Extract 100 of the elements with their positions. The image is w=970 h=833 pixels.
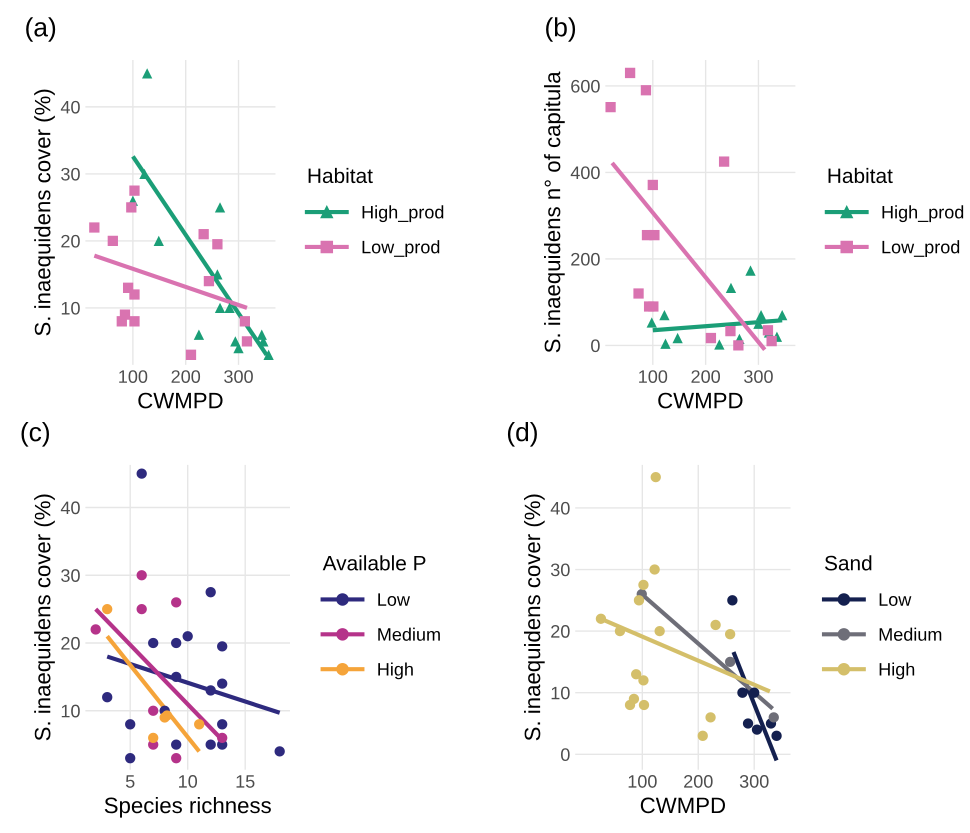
point	[752, 724, 762, 735]
point	[162, 710, 172, 721]
y-tick-label: 20	[551, 625, 570, 638]
point	[771, 730, 782, 741]
point	[217, 732, 228, 743]
point	[638, 700, 650, 710]
x-tick-label: 5	[126, 775, 134, 788]
y-tick-label: 40	[550, 502, 570, 515]
point	[206, 739, 216, 750]
point	[659, 310, 670, 320]
y-tick-label: 10	[552, 686, 570, 700]
point	[90, 624, 101, 635]
point	[148, 638, 158, 648]
point	[217, 641, 228, 652]
point	[633, 288, 644, 299]
y-axis-title: S. inaequidens cover (%)	[34, 494, 55, 740]
y-tick-label: 400	[570, 166, 600, 180]
x-axis-title: CWMPD	[138, 392, 223, 408]
x-axis-title: CWMPD	[640, 798, 726, 814]
x-tick-label: 200	[684, 775, 713, 788]
x-tick-label: 200	[691, 370, 720, 383]
point	[648, 180, 658, 190]
point	[660, 338, 671, 349]
point	[171, 597, 182, 608]
chart-title: (a)	[26, 17, 56, 42]
point	[649, 230, 660, 240]
point	[745, 265, 756, 276]
legend-title: Available P	[322, 555, 426, 571]
point	[129, 185, 140, 196]
point	[182, 631, 193, 642]
point	[171, 739, 182, 750]
point	[726, 282, 736, 294]
point	[89, 222, 100, 233]
x-tick-label: 15	[236, 775, 254, 788]
point	[240, 316, 250, 326]
y-tick-label: 40	[60, 501, 80, 514]
point	[136, 604, 147, 614]
point	[648, 301, 658, 312]
point	[742, 718, 754, 729]
point	[274, 746, 285, 757]
chart-title: (d)	[508, 422, 537, 447]
point	[727, 595, 738, 606]
chart-title: (c)	[22, 422, 49, 447]
point	[102, 692, 112, 702]
legend-label: Medium	[880, 628, 942, 641]
point	[212, 239, 223, 250]
legend-label: Low	[880, 593, 912, 606]
point	[698, 730, 708, 741]
x-axis-title: CWMPD	[658, 392, 742, 408]
y-tick-label: 40	[60, 100, 80, 114]
point	[116, 316, 127, 326]
point	[756, 310, 766, 320]
x-tick-label: 300	[740, 775, 769, 788]
point	[126, 202, 136, 213]
point	[204, 276, 214, 286]
point	[148, 706, 158, 716]
point	[217, 678, 228, 689]
point	[725, 326, 736, 336]
x-axis-title: Species richness	[104, 796, 271, 818]
point	[206, 587, 216, 598]
point	[136, 468, 147, 479]
point	[710, 620, 721, 630]
y-axis-title: S. inaequidens cover (%)	[524, 494, 545, 740]
point	[125, 719, 136, 730]
x-tick-label: 100	[628, 775, 657, 788]
x-tick-label: 100	[639, 370, 668, 383]
point	[724, 656, 736, 668]
point	[766, 336, 777, 346]
point	[631, 669, 642, 680]
point	[605, 102, 616, 112]
point	[142, 68, 152, 79]
legend-label: High_prod	[882, 205, 964, 222]
point	[198, 229, 209, 240]
point	[706, 332, 716, 344]
legend-label: Medium	[378, 628, 440, 641]
legend-label: High	[880, 662, 914, 680]
point	[724, 629, 736, 640]
point	[224, 302, 235, 314]
point	[737, 688, 748, 698]
x-tick-label: 300	[744, 370, 773, 383]
point	[718, 156, 730, 167]
point	[672, 332, 683, 344]
point	[753, 318, 764, 329]
chart-title: (b)	[546, 17, 576, 42]
point	[596, 614, 606, 624]
y-axis-title: S. inaequidens cover (%)	[34, 90, 55, 336]
point	[650, 472, 661, 482]
point	[762, 325, 774, 336]
point	[108, 236, 118, 246]
legend-label: Low_prod	[882, 240, 960, 258]
legend-label: Low_prod	[362, 240, 440, 258]
y-tick-label: 10	[62, 704, 80, 718]
point	[129, 316, 140, 326]
point	[733, 340, 744, 351]
point	[206, 685, 216, 696]
point	[171, 638, 182, 648]
legend-label: High_prod	[362, 205, 444, 222]
x-tick-label: 10	[179, 775, 198, 788]
point	[649, 564, 660, 575]
y-tick-label: 0	[561, 748, 570, 762]
